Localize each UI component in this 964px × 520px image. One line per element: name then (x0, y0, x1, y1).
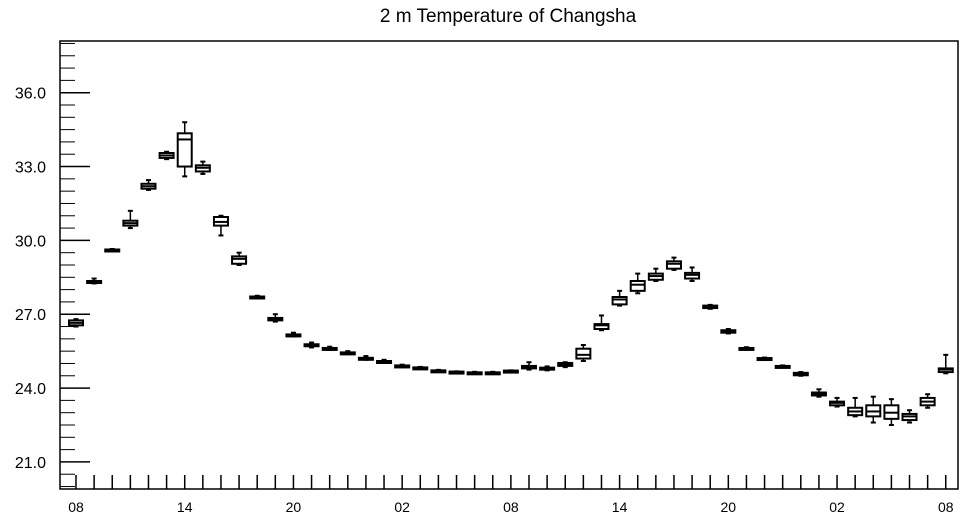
box-item (466, 370, 483, 376)
y-axis: 21.0 24.0 27.0 30.0 33.0 36.0 (15, 42, 90, 488)
x-tick-label: 08 (503, 499, 519, 515)
box-item (68, 318, 84, 328)
box-item (212, 214, 229, 237)
box-item (629, 272, 646, 295)
box-item (104, 248, 121, 253)
box-item (611, 289, 628, 307)
box-item (357, 355, 374, 361)
box-item (521, 361, 537, 371)
box-item (249, 294, 266, 300)
x-tick-label: 20 (286, 499, 302, 515)
y-tick-label: 27.0 (15, 307, 46, 324)
y-tick-label: 36.0 (15, 86, 46, 103)
box-item (176, 121, 193, 178)
box-item (339, 350, 356, 356)
iqr-box (611, 296, 628, 306)
x-tick-label: 20 (721, 499, 737, 515)
x-tick-label: 14 (612, 499, 628, 515)
iqr-box (593, 323, 610, 331)
y-tick-label: 30.0 (15, 233, 46, 250)
box-item (937, 353, 954, 375)
box-item (720, 328, 737, 335)
x-tick-label: 08 (938, 499, 954, 515)
box-item (86, 277, 103, 285)
box-item (122, 209, 139, 230)
box-item (829, 396, 846, 408)
box-item (285, 331, 302, 338)
box-item (484, 370, 501, 376)
iqr-box (575, 347, 592, 360)
box-item (865, 395, 882, 424)
box-item (684, 266, 701, 282)
y-tick-label: 24.0 (15, 381, 46, 398)
x-tick-label: 14 (177, 499, 193, 515)
box-item (231, 251, 248, 266)
x-axis: 08 14 20 02 08 14 20 02 08 (68, 475, 954, 515)
x-tick-label: 02 (829, 499, 845, 515)
box-item (321, 345, 338, 351)
plot-frame (59, 40, 959, 490)
box-item (539, 365, 556, 372)
box-item (394, 363, 411, 369)
box-item (792, 371, 809, 377)
box-item (412, 365, 429, 371)
box-item (756, 356, 773, 362)
iqr-box (231, 255, 248, 265)
iqr-box (665, 260, 682, 270)
box-item (774, 364, 791, 369)
box-item (847, 396, 864, 418)
x-tick-label: 08 (68, 499, 84, 515)
y-tick-label: 21.0 (15, 455, 46, 472)
box-item (738, 346, 755, 351)
box-item (158, 150, 175, 161)
box-item (376, 358, 393, 364)
box-item (593, 314, 610, 332)
box-item (267, 313, 284, 323)
box-item (557, 361, 574, 369)
box-item (810, 388, 827, 398)
x-tick-label: 02 (394, 499, 410, 515)
iqr-box (629, 280, 646, 292)
boxes-layer (68, 121, 954, 426)
box-item (448, 370, 465, 375)
box-item (883, 398, 900, 426)
box-item (665, 256, 682, 271)
box-item (647, 267, 664, 282)
box-item (140, 179, 157, 191)
chart-title: 2 m Temperature of Changsha (380, 6, 637, 27)
box-item (702, 303, 719, 310)
box-item (575, 344, 592, 362)
box-item (919, 393, 936, 409)
y-tick-label: 33.0 (15, 160, 46, 177)
box-item (430, 368, 447, 374)
box-item (303, 341, 320, 349)
box-item (502, 369, 519, 374)
box-item (901, 409, 918, 424)
box-item (194, 160, 211, 175)
iqr-box (176, 132, 193, 168)
